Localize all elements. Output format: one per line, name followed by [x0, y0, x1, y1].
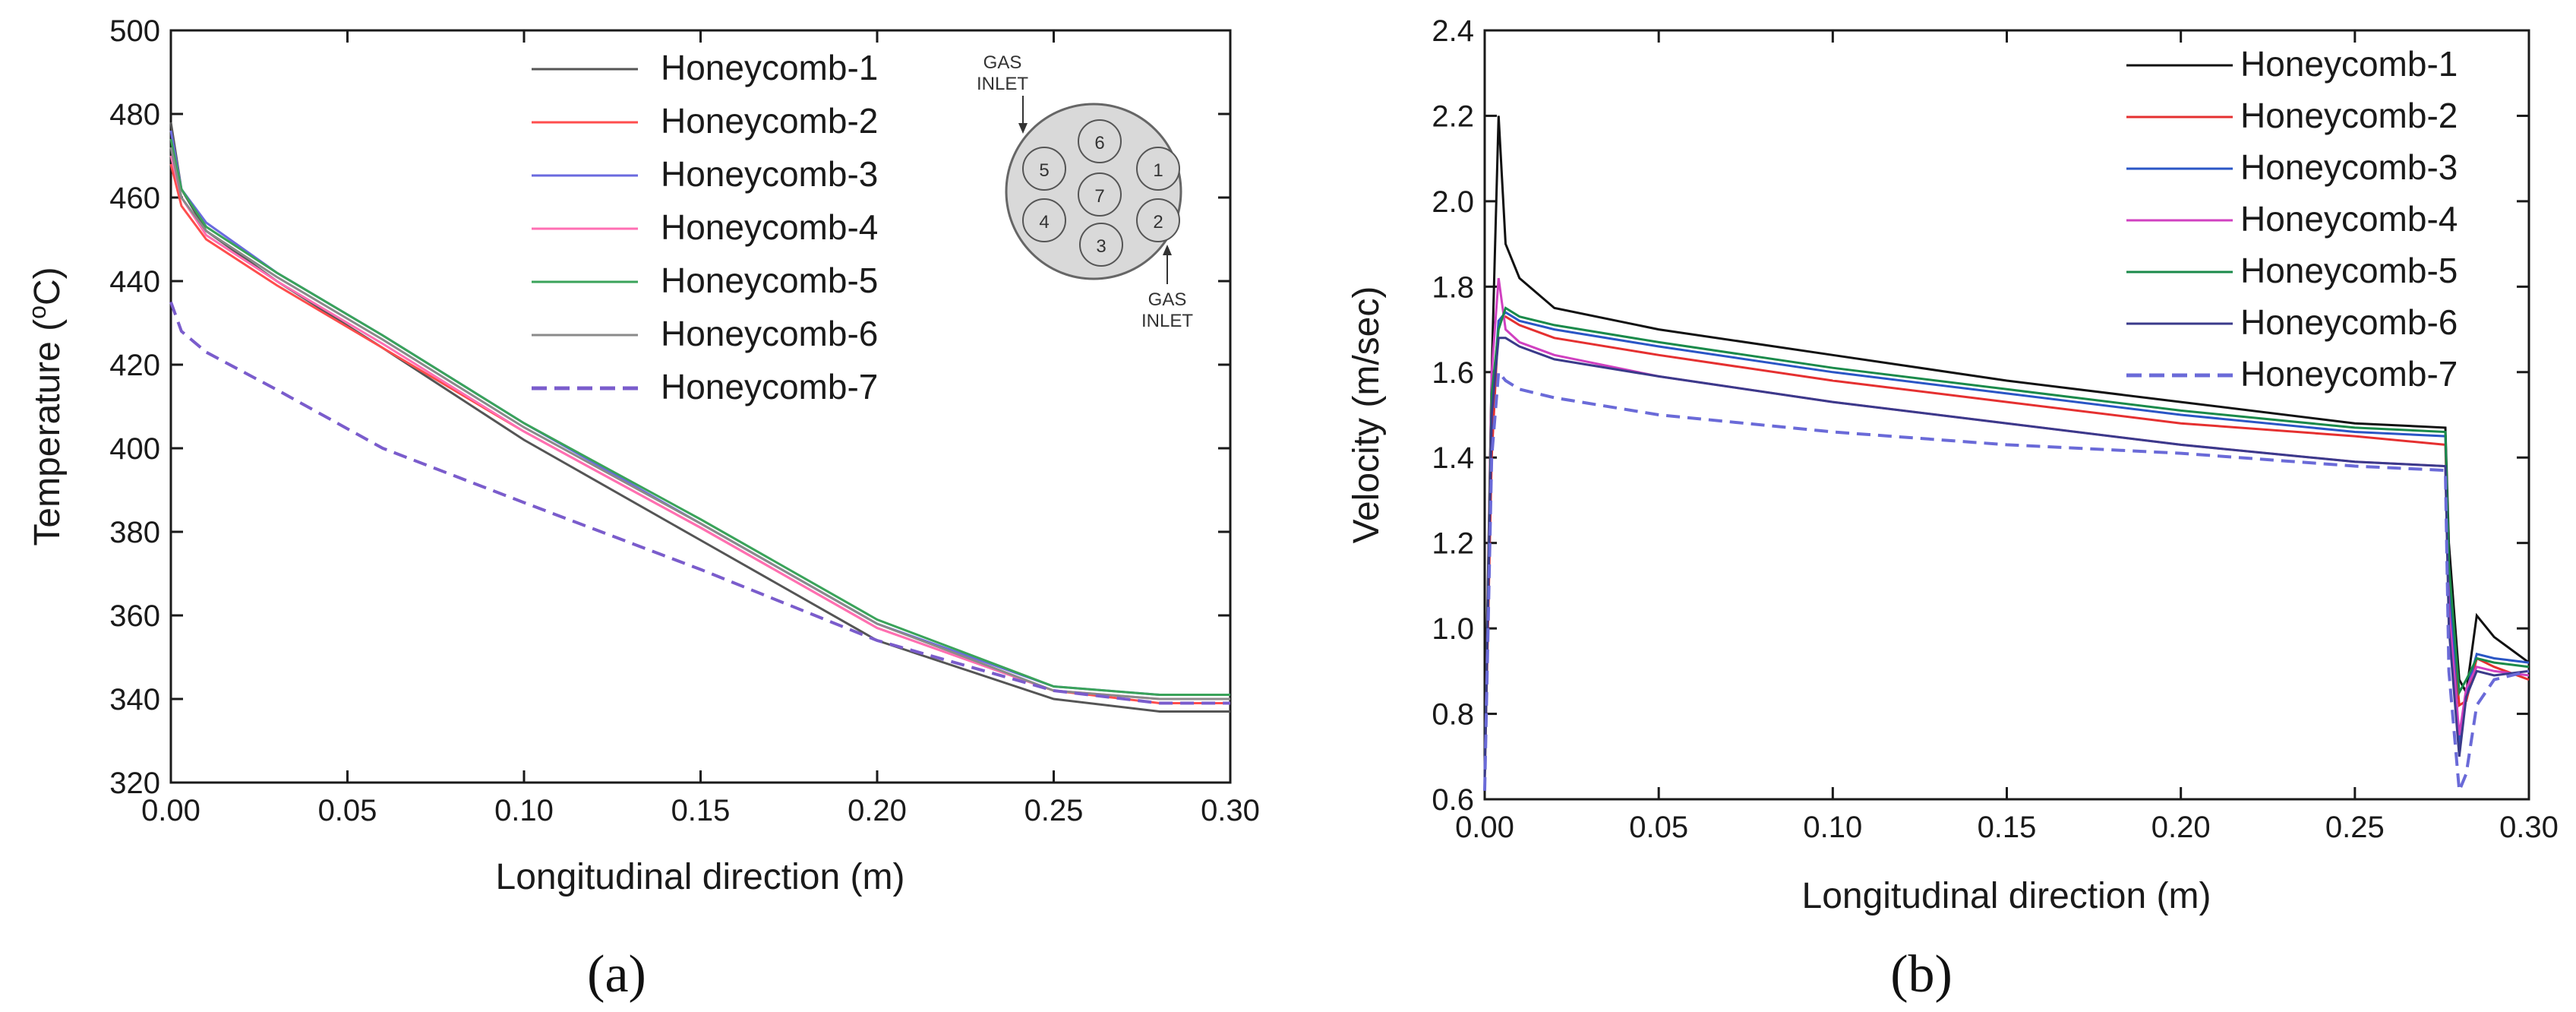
inset-channel-label: 3 — [1096, 236, 1106, 257]
legend-label: Honeycomb-1 — [661, 48, 878, 87]
inset-channel-circle — [1078, 119, 1122, 163]
legend-label: Honeycomb-2 — [661, 101, 878, 141]
chart-temperature: 0.00 0.05 0.10 0.15 0.20 0.25 0.30 320 340 360 380… — [24, 14, 1260, 1004]
y-tick-label: 480 — [109, 98, 160, 131]
y-tick-label: 1.4 — [1432, 441, 1474, 475]
gas-inlet-bottom-label-2: INLET — [1141, 311, 1193, 331]
x-tick-label: 0.05 — [1629, 811, 1688, 844]
x-tick-label: 0.20 — [848, 794, 907, 827]
y-tick-label: 2.4 — [1432, 14, 1474, 48]
legend-a: Honeycomb-1 Honeycomb-2 Honeycomb-3 Honeyco… — [532, 48, 878, 406]
series-group-b — [1483, 115, 2530, 792]
inset-channel-label: 1 — [1153, 160, 1163, 181]
x-tick-label: 0.15 — [1978, 811, 2037, 844]
panel-label-b: (b) — [1890, 945, 1953, 1004]
legend-label: Honeycomb-7 — [2240, 354, 2458, 394]
legend-label: Honeycomb-7 — [661, 367, 878, 406]
inset-channel-label: 2 — [1153, 212, 1163, 232]
y-tick-label: 1.6 — [1432, 356, 1474, 390]
x-tick-label: 0.05 — [318, 794, 377, 827]
inset-channel-circle — [1022, 147, 1066, 191]
series-line-honeycomb-7 — [1483, 368, 2530, 792]
legend-label: Honeycomb-3 — [661, 154, 878, 194]
y-axis-label-b: Velocity (m/sec) — [1346, 286, 1387, 544]
x-tick-label: 0.10 — [494, 794, 554, 827]
inset-channel-circle — [1079, 223, 1123, 267]
y-tick-label: 2.2 — [1432, 100, 1474, 133]
y-tick-label: 2.0 — [1432, 185, 1474, 219]
legend-label: Honeycomb-5 — [661, 261, 878, 300]
y-tick-label: 1.2 — [1432, 527, 1474, 561]
series-line-honeycomb-1 — [169, 122, 1230, 713]
gas-inlet-bottom-arrowhead — [1163, 245, 1172, 255]
inset-channel-circle — [1136, 147, 1180, 191]
series-line-honeycomb-5 — [169, 138, 1230, 696]
legend-label: Honeycomb-1 — [2240, 44, 2458, 84]
y-tick-label: 500 — [109, 14, 160, 48]
legend-label: Honeycomb-4 — [2240, 199, 2458, 239]
gas-inlet-bottom-label-1: GAS — [1148, 289, 1187, 310]
legend-label: Honeycomb-4 — [661, 207, 878, 247]
series-line-honeycomb-5 — [1483, 306, 2530, 778]
y-tick-label: 420 — [109, 349, 160, 382]
y-tick-label: 360 — [109, 599, 160, 633]
inset-channel-circle — [1022, 198, 1066, 242]
chart-velocity: 0.00 0.05 0.10 0.15 0.20 0.25 0.30 0.6 0.8 1.0 1.2… — [1346, 14, 2559, 1004]
honeycomb-inset-diagram: GAS INLET 1 2 3 4 5 6 7 GAS INLET — [977, 52, 1193, 331]
series-group-a — [169, 122, 1230, 713]
inset-channel-circle — [1078, 172, 1122, 217]
plot-area-b — [1483, 29, 2530, 801]
gas-inlet-top-label-1: GAS — [983, 52, 1022, 73]
inset-channel-label: 5 — [1039, 160, 1049, 181]
inset-channel-label: 7 — [1094, 186, 1104, 207]
x-tick-label: 0.30 — [1201, 794, 1260, 827]
y-tick-label: 1.0 — [1432, 612, 1474, 646]
y-tick-label: 440 — [109, 265, 160, 299]
legend-label: Honeycomb-6 — [2240, 302, 2458, 342]
x-tick-label: 0.00 — [141, 794, 200, 827]
x-tick-label: 0.15 — [671, 794, 731, 827]
gas-inlet-top-label-2: INLET — [977, 74, 1028, 94]
y-tick-label: 460 — [109, 182, 160, 215]
x-tick-label: 0.25 — [2325, 811, 2385, 844]
legend-label: Honeycomb-6 — [661, 314, 878, 353]
series-line-honeycomb-7 — [169, 301, 1230, 705]
inset-channel-circle — [1136, 198, 1180, 242]
x-tick-label: 0.10 — [1803, 811, 1862, 844]
axis-ticks-a: 0.00 0.05 0.10 0.15 0.20 0.25 0.30 320 340 360 380… — [109, 14, 1260, 827]
inset-channel-label: 6 — [1094, 133, 1104, 153]
legend-label: Honeycomb-2 — [2240, 96, 2458, 135]
axis-ticks-b: 0.00 0.05 0.10 0.15 0.20 0.25 0.30 0.6 0.8 1.0 1.2… — [1432, 14, 2559, 844]
x-tick-label: 0.00 — [1455, 811, 1514, 844]
y-tick-label: 400 — [109, 432, 160, 466]
y-tick-label: 0.8 — [1432, 698, 1474, 732]
legend-label: Honeycomb-3 — [2240, 147, 2458, 187]
inset-channel-label: 4 — [1039, 212, 1049, 232]
y-axis-label-a: Temperature (oC) — [24, 267, 68, 546]
series-line-honeycomb-6 — [169, 147, 1230, 700]
y-tick-label: 0.6 — [1432, 783, 1474, 817]
x-axis-label-b: Longitudinal direction (m) — [1802, 876, 2211, 916]
gas-inlet-top-arrowhead — [1018, 123, 1028, 134]
y-tick-label: 340 — [109, 683, 160, 716]
series-line-honeycomb-6 — [1483, 337, 2530, 778]
series-line-honeycomb-1 — [1483, 115, 2530, 757]
y-tick-label: 380 — [109, 516, 160, 549]
x-axis-label-a: Longitudinal direction (m) — [496, 857, 905, 897]
x-tick-label: 0.30 — [2499, 811, 2559, 844]
x-tick-label: 0.25 — [1024, 794, 1084, 827]
legend-b: Honeycomb-1 Honeycomb-2 Honeycomb-3 Honeyco… — [2126, 44, 2458, 394]
legend-label: Honeycomb-5 — [2240, 251, 2458, 290]
y-tick-label: 320 — [109, 767, 160, 800]
y-tick-label: 1.8 — [1432, 270, 1474, 304]
panel-label-a: (a) — [587, 945, 646, 1004]
x-tick-label: 0.20 — [2151, 811, 2211, 844]
